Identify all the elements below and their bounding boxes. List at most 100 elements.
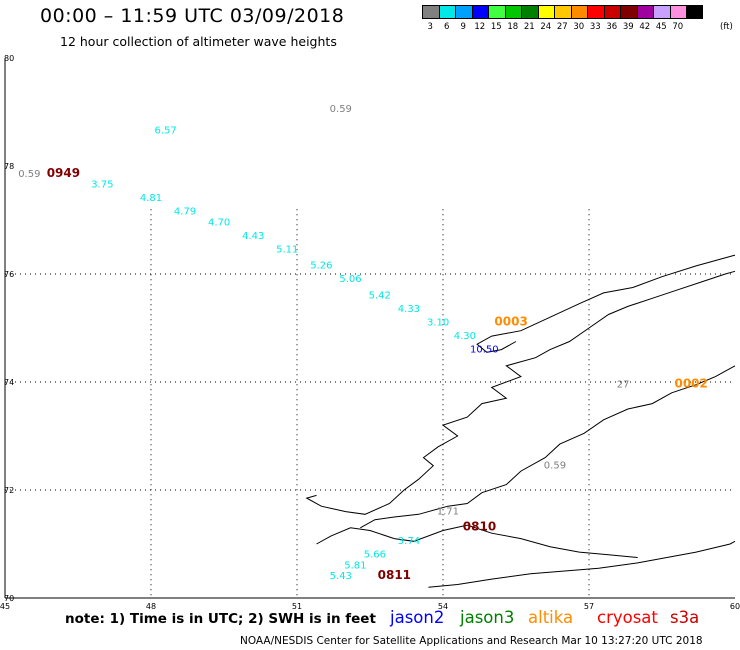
- colorbar-swatch: [620, 5, 637, 19]
- swh-data-label: 4.81: [140, 193, 162, 204]
- colorbar-swatch: [686, 5, 703, 19]
- colorbar-swatch: [653, 5, 670, 19]
- y-tick-label: 80: [4, 54, 14, 63]
- colorbar-label: 15: [490, 22, 502, 32]
- coastline: [316, 524, 638, 558]
- colorbar-legend: 3 6 9 12 15 18 21 24 27 30 33 36 39 42 45 70: [422, 5, 703, 32]
- colorbar-swatch: [471, 5, 488, 19]
- y-tick-label: 70: [4, 594, 14, 603]
- colorbar-bin: 30: [570, 5, 587, 32]
- colorbar-label: 12: [474, 22, 486, 32]
- pass-time-label: 0949: [47, 166, 80, 180]
- pass-time-label: 0811: [378, 568, 411, 582]
- colorbar-swatch: [587, 5, 604, 19]
- y-tick-label: 76: [4, 270, 14, 279]
- colorbar-bin: 39: [620, 5, 637, 32]
- colorbar-bin: 70: [669, 5, 686, 32]
- colorbar-label: 6: [444, 22, 450, 32]
- colorbar-label: 42: [639, 22, 651, 32]
- swh-data-label: 0.59: [544, 460, 566, 471]
- y-tick-label: 72: [4, 486, 14, 495]
- colorbar-bin: 24: [537, 5, 554, 32]
- satellite-jason2: jason2: [390, 608, 445, 627]
- swh-data-label: 10.50: [470, 344, 499, 355]
- colorbar-label: 39: [622, 22, 634, 32]
- swh-data-label: 5.43: [330, 571, 352, 582]
- coastline: [476, 254, 736, 353]
- x-tick-label: 51: [292, 602, 302, 611]
- colorbar-bin: 21: [521, 5, 538, 32]
- colorbar-swatch: [537, 5, 554, 19]
- colorbar-bin: 36: [603, 5, 620, 32]
- colorbar-bin: 6: [438, 5, 455, 32]
- x-tick-label: 48: [146, 602, 156, 611]
- colorbar-bin: 45: [653, 5, 670, 32]
- colorbar-unit: (ft): [720, 22, 733, 32]
- swh-data-label: 5.06: [339, 274, 361, 285]
- swh-data-label: 5.26: [310, 261, 332, 272]
- colorbar-swatch: [521, 5, 538, 19]
- colorbar-swatch: [603, 5, 620, 19]
- coastline: [360, 365, 736, 529]
- swh-data-label: 3.75: [91, 180, 113, 191]
- colorbar-label: 18: [507, 22, 519, 32]
- x-tick-label: 60: [730, 602, 740, 611]
- swh-data-label: 1.71: [437, 506, 459, 517]
- colorbar-swatch: [422, 5, 439, 19]
- colorbar-label: 24: [540, 22, 552, 32]
- colorbar-swatch: [570, 5, 587, 19]
- pass-time-label: 0003: [494, 314, 527, 328]
- swh-data-label: 5.11: [276, 244, 298, 255]
- colorbar-bin: 18: [504, 5, 521, 32]
- colorbar-swatch: [488, 5, 505, 19]
- colorbar-bin: [686, 5, 703, 32]
- swh-data-label: 5.42: [369, 290, 391, 301]
- y-tick-label: 78: [4, 162, 14, 171]
- colorbar-swatch: [438, 5, 455, 19]
- colorbar-bin: 12: [471, 5, 488, 32]
- pass-time-label: 0810: [463, 520, 496, 534]
- swh-data-label: 4.43: [242, 231, 264, 242]
- satellite-s3a: s3a: [670, 608, 700, 627]
- swh-data-label: 4.70: [208, 217, 230, 228]
- coastline: [428, 540, 736, 588]
- colorbar-swatch: [669, 5, 686, 19]
- swh-data-label: 27: [617, 379, 630, 390]
- colorbar-label: 3: [427, 22, 433, 32]
- swh-data-label: 5.66: [364, 550, 386, 561]
- colorbar-bin: 15: [488, 5, 505, 32]
- satellite-jason3: jason3: [460, 608, 515, 627]
- swh-data-label: 6.57: [154, 126, 176, 137]
- x-tick-label: 45: [0, 602, 10, 611]
- colorbar-label: 27: [556, 22, 568, 32]
- colorbar-label: 9: [460, 22, 466, 32]
- footer-note: note: 1) Time is in UTC; 2) SWH is in fe…: [65, 611, 376, 627]
- swh-data-label: 0.59: [18, 169, 40, 180]
- swh-data-label: 4.79: [174, 207, 196, 218]
- coastline: [305, 270, 736, 515]
- x-tick-label: 57: [584, 602, 594, 611]
- colorbar-label: 21: [523, 22, 535, 32]
- page-subtitle: 12 hour collection of altimeter wave hei…: [60, 34, 337, 49]
- colorbar-bin: 42: [636, 5, 653, 32]
- colorbar-label: 36: [606, 22, 618, 32]
- swh-data-label: 0.59: [330, 104, 352, 115]
- colorbar-label: 30: [573, 22, 585, 32]
- colorbar-bin: 3: [422, 5, 439, 32]
- satellite-cryosat: cryosat: [597, 608, 658, 627]
- x-tick-label: 54: [438, 602, 448, 611]
- satellite-altika: altika: [528, 608, 574, 627]
- colorbar-label: 33: [589, 22, 601, 32]
- colorbar-swatch: [554, 5, 571, 19]
- swh-data-label: 5.81: [344, 560, 366, 571]
- page-title: 00:00 – 11:59 UTC 03/09/2018: [40, 5, 345, 27]
- swh-data-label: 3.10: [427, 317, 449, 328]
- y-tick-label: 74: [4, 378, 14, 387]
- colorbar-bin: 33: [587, 5, 604, 32]
- footer-credit: NOAA/NESDIS Center for Satellite Applica…: [240, 635, 703, 647]
- colorbar-bin: 9: [455, 5, 472, 32]
- swh-data-label: 4.33: [398, 304, 420, 315]
- colorbar-label: 45: [655, 22, 667, 32]
- swh-data-label: 3.74: [398, 536, 420, 547]
